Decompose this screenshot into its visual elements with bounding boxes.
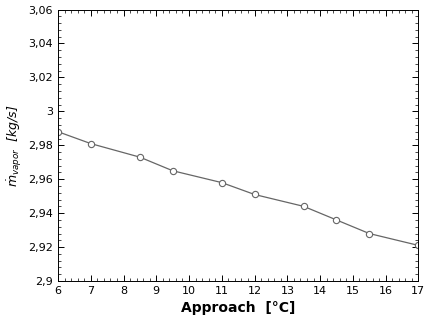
X-axis label: Approach  [°C]: Approach [°C]	[181, 301, 295, 316]
Y-axis label: $\dot{m}_{vapor}$  [kg/s]: $\dot{m}_{vapor}$ [kg/s]	[6, 104, 24, 187]
